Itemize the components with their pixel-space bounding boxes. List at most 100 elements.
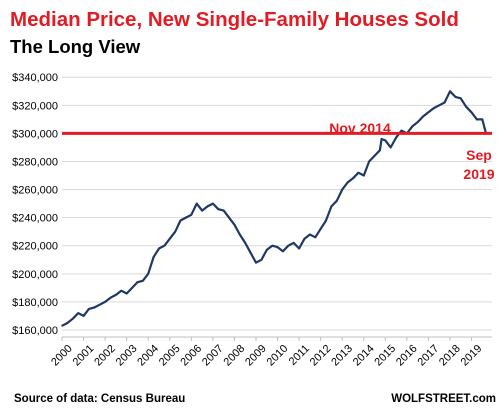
data-point: [222, 209, 225, 212]
x-tick-label: 2008: [222, 343, 248, 369]
data-point: [368, 160, 370, 163]
data-point: [244, 242, 247, 244]
data-point: [411, 125, 414, 128]
data-point: [309, 233, 311, 236]
data-point: [185, 216, 187, 219]
data-point: [179, 219, 182, 222]
data-point: [336, 199, 338, 202]
data-point: [201, 209, 203, 212]
data-point: [438, 104, 440, 107]
data-point: [152, 256, 155, 258]
data-point: [465, 105, 467, 108]
data-point: [109, 296, 112, 299]
x-tick-label: 2004: [135, 343, 161, 369]
x-tick-label: 2005: [157, 343, 183, 369]
data-point: [233, 223, 236, 226]
data-point: [330, 205, 333, 208]
data-point: [380, 138, 383, 140]
data-point: [389, 146, 392, 149]
x-tick-label: 2001: [71, 343, 97, 369]
data-point: [71, 317, 74, 320]
x-tick-label: 2016: [394, 343, 420, 369]
data-point: [384, 139, 387, 142]
data-point: [470, 111, 473, 114]
data-point: [147, 273, 150, 275]
x-tick-label: 2006: [178, 343, 204, 369]
data-point: [206, 205, 209, 208]
data-point: [459, 97, 462, 100]
x-tick-label: 2003: [114, 343, 140, 369]
y-tick-label: $180,000: [12, 297, 58, 309]
x-tick-label: 2018: [437, 343, 463, 369]
data-point: [303, 237, 306, 240]
data-point: [416, 121, 419, 123]
data-point: [136, 281, 139, 284]
y-tick-label: $300,000: [12, 128, 58, 140]
y-tick-label: $200,000: [12, 269, 58, 281]
data-point: [174, 230, 176, 233]
data-point: [276, 246, 279, 248]
data-point: [120, 289, 123, 292]
x-tick-label: 2015: [372, 343, 398, 369]
data-point: [292, 242, 295, 244]
data-point: [88, 308, 90, 310]
x-tick-label: 2009: [243, 343, 269, 369]
y-tick-label: $240,000: [12, 213, 58, 225]
data-point: [314, 236, 317, 239]
data-point: [255, 261, 257, 264]
data-point: [325, 219, 327, 222]
gridlines: [62, 76, 492, 331]
data-point: [131, 287, 133, 289]
x-axis-ticks: 2000200120022003200420052006200720082009…: [49, 337, 484, 368]
data-point: [77, 312, 79, 314]
series-line-0: [61, 90, 488, 327]
data-point: [422, 115, 424, 118]
data-point: [395, 136, 397, 139]
annotation-2019: 2019: [463, 166, 494, 182]
data-point: [239, 233, 241, 236]
data-point: [352, 177, 354, 180]
data-point: [427, 111, 430, 114]
data-point: [115, 294, 117, 296]
data-point: [362, 174, 365, 177]
data-point: [454, 96, 457, 98]
data-point: [190, 214, 193, 216]
data-point: [217, 208, 220, 211]
data-point: [168, 237, 171, 240]
data-point: [82, 315, 85, 317]
annotation-sep: Sep: [466, 147, 492, 163]
x-tick-label: 2017: [416, 343, 442, 369]
data-point: [298, 247, 300, 250]
data-point: [379, 149, 381, 152]
data-point: [158, 247, 160, 250]
data-point: [125, 292, 128, 295]
data-point: [449, 90, 451, 93]
data-point: [443, 101, 446, 104]
y-axis-ticks: $160,000 $180,000 $200,000 $220,000 $240,000…: [12, 72, 58, 337]
chart-subtitle: The Long View: [10, 36, 141, 57]
data-point: [98, 303, 101, 306]
chart-title: Median Price, New Single-Family Houses S…: [10, 8, 459, 31]
x-tick-label: 2012: [308, 343, 334, 369]
data-point: [228, 216, 230, 219]
x-tick-label: 2000: [49, 343, 75, 369]
y-tick-label: $340,000: [12, 72, 58, 84]
data-point: [163, 244, 166, 247]
data-point: [357, 171, 360, 174]
source-note: Source of data: Census Bureau: [14, 393, 185, 405]
data-point: [93, 306, 96, 309]
y-tick-label: $220,000: [12, 241, 58, 253]
data-point: [271, 244, 273, 247]
data-point: [260, 258, 263, 261]
x-tick-label: 2019: [459, 343, 485, 369]
data-point: [319, 228, 322, 230]
data-point: [341, 188, 344, 191]
x-tick-label: 2002: [92, 343, 118, 369]
brand-watermark: WOLFSTREET.com: [391, 393, 496, 405]
series-layer: [61, 90, 488, 327]
data-point: [476, 118, 478, 121]
data-point: [346, 181, 349, 184]
x-tick-label: 2007: [200, 343, 226, 369]
data-point: [61, 324, 63, 327]
